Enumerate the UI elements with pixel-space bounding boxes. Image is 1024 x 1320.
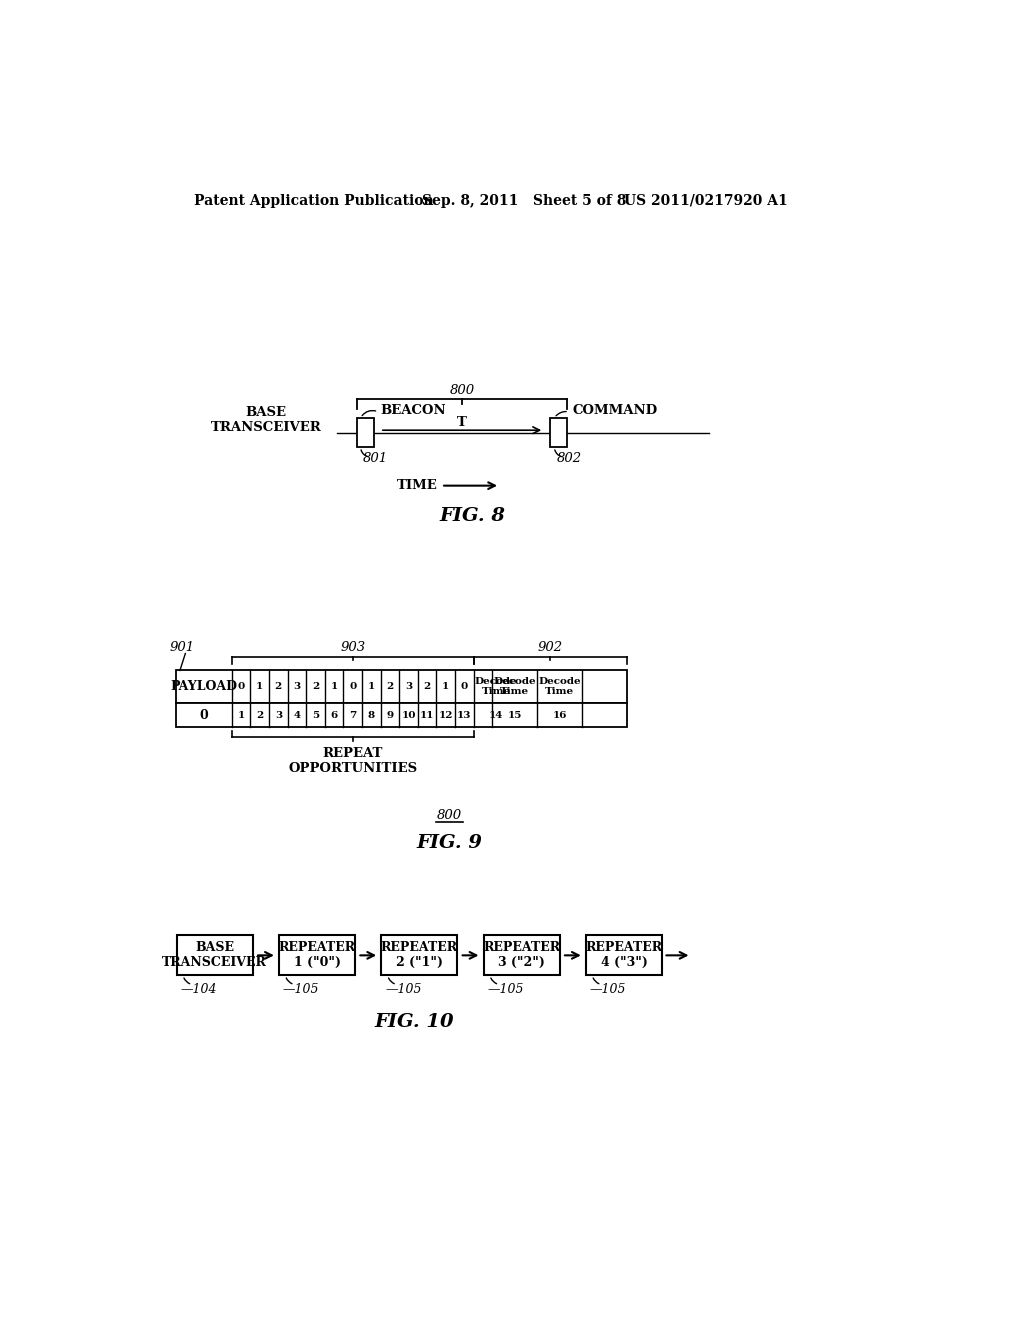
Text: TIME: TIME <box>397 479 438 492</box>
Text: 2: 2 <box>256 710 263 719</box>
Text: REPEAT
OPPORTUNITIES: REPEAT OPPORTUNITIES <box>288 747 418 775</box>
Text: 2: 2 <box>312 682 319 692</box>
Text: 11: 11 <box>420 710 434 719</box>
Text: 2: 2 <box>386 682 393 692</box>
Text: FIG. 10: FIG. 10 <box>375 1012 455 1031</box>
Text: Sep. 8, 2011   Sheet 5 of 8: Sep. 8, 2011 Sheet 5 of 8 <box>423 194 627 207</box>
Text: —105: —105 <box>283 982 319 995</box>
Text: 2: 2 <box>424 682 431 692</box>
Text: Decode
Time: Decode Time <box>539 677 581 697</box>
Text: —105: —105 <box>590 982 627 995</box>
Text: 10: 10 <box>401 710 416 719</box>
Text: COMMAND: COMMAND <box>572 404 657 417</box>
Text: REPEATER
3 ("2"): REPEATER 3 ("2") <box>483 941 560 969</box>
Text: REPEATER
1 ("0"): REPEATER 1 ("0") <box>279 941 355 969</box>
Text: 4: 4 <box>294 710 300 719</box>
Text: 903: 903 <box>340 640 366 653</box>
Bar <box>177 936 253 975</box>
Text: —104: —104 <box>180 982 217 995</box>
Text: 3: 3 <box>274 710 282 719</box>
Text: 800: 800 <box>450 384 474 397</box>
Text: 3: 3 <box>294 682 300 692</box>
Text: 801: 801 <box>362 453 388 465</box>
Text: REPEATER
4 ("3"): REPEATER 4 ("3") <box>586 941 663 969</box>
Bar <box>381 936 458 975</box>
Text: —105: —105 <box>487 982 524 995</box>
Text: FIG. 8: FIG. 8 <box>440 507 506 525</box>
Bar <box>483 936 560 975</box>
Text: 5: 5 <box>312 710 319 719</box>
Text: 0: 0 <box>461 682 468 692</box>
Bar <box>280 936 355 975</box>
Text: 901: 901 <box>170 640 195 653</box>
Text: 802: 802 <box>557 453 582 465</box>
Text: 800: 800 <box>437 809 462 822</box>
Text: FIG. 9: FIG. 9 <box>417 834 482 851</box>
Text: 7: 7 <box>349 710 356 719</box>
Text: 9: 9 <box>386 710 393 719</box>
Bar <box>356 418 374 447</box>
Text: 1: 1 <box>256 682 263 692</box>
Text: BASE
TRANSCEIVER: BASE TRANSCEIVER <box>211 407 322 434</box>
Text: —105: —105 <box>385 982 422 995</box>
Text: 902: 902 <box>538 640 563 653</box>
Bar <box>176 671 627 702</box>
Text: 1: 1 <box>442 682 450 692</box>
Text: 14: 14 <box>488 710 504 719</box>
Text: 1: 1 <box>331 682 338 692</box>
Text: Decode
Time: Decode Time <box>475 677 517 697</box>
Text: Patent Application Publication: Patent Application Publication <box>194 194 433 207</box>
Text: PAYLOAD: PAYLOAD <box>170 680 238 693</box>
Text: 3: 3 <box>404 682 412 692</box>
Text: 12: 12 <box>438 710 453 719</box>
Text: 13: 13 <box>457 710 471 719</box>
Text: REPEATER
2 ("1"): REPEATER 2 ("1") <box>381 941 458 969</box>
Text: 8: 8 <box>368 710 375 719</box>
Text: BASE
TRANSCEIVER: BASE TRANSCEIVER <box>163 941 267 969</box>
Text: US 2011/0217920 A1: US 2011/0217920 A1 <box>624 194 787 207</box>
Text: T: T <box>457 416 467 429</box>
Text: 15: 15 <box>508 710 522 719</box>
Text: 6: 6 <box>331 710 338 719</box>
Text: 1: 1 <box>238 710 245 719</box>
Bar <box>176 702 627 727</box>
Text: 16: 16 <box>552 710 567 719</box>
Bar <box>550 418 567 447</box>
Text: BEACON: BEACON <box>380 404 445 417</box>
Text: 2: 2 <box>274 682 282 692</box>
Text: 1: 1 <box>368 682 375 692</box>
Text: Decode
Time: Decode Time <box>494 677 536 697</box>
Bar <box>586 936 662 975</box>
Text: 0: 0 <box>349 682 356 692</box>
Text: 0: 0 <box>200 709 208 722</box>
Text: 0: 0 <box>238 682 245 692</box>
